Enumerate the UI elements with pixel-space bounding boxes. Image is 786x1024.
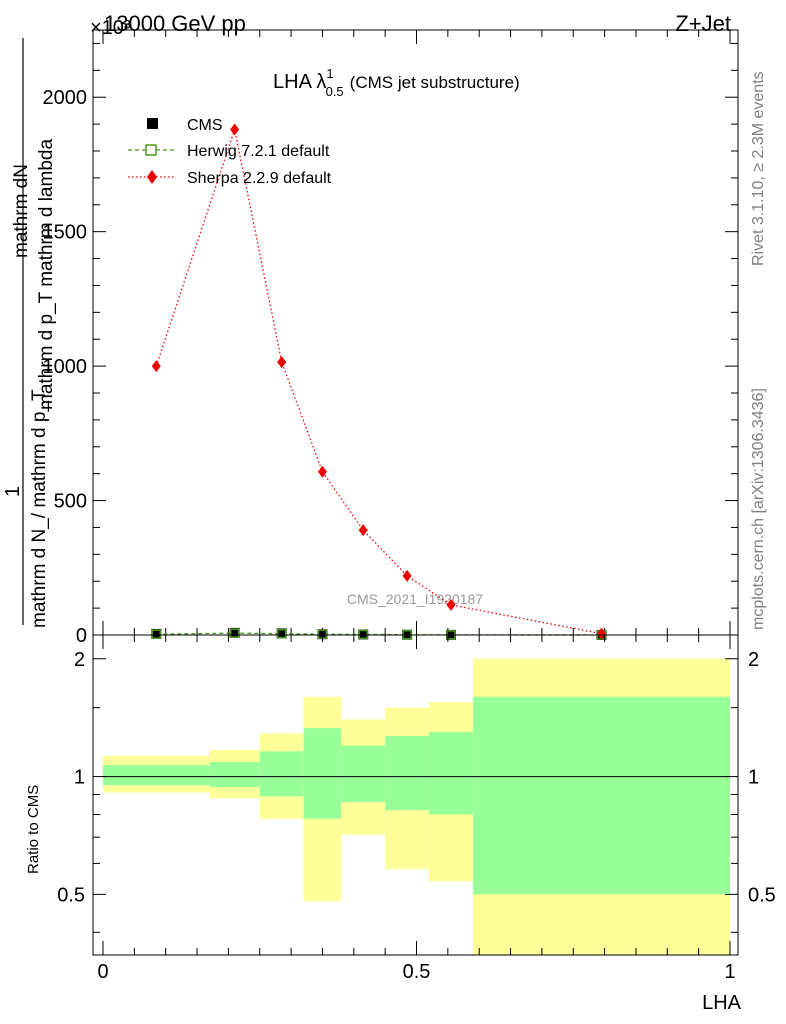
title-sub: 0.5 xyxy=(326,84,344,99)
sherpa-point xyxy=(446,598,456,611)
process-label: 13000 GeV pp xyxy=(104,11,246,36)
legend-marker-cms xyxy=(147,118,158,129)
ratio-y-tick-label: 2 xyxy=(74,649,85,671)
ylabel-numerator-2: mathrm d p_T mathrm d lambda xyxy=(36,139,57,410)
rivet-label: Rivet 3.1.10, ≥ 2.3M events xyxy=(750,71,767,266)
sherpa-point xyxy=(230,123,240,136)
sherpa-point xyxy=(277,356,287,369)
x-tick-label: 1 xyxy=(724,961,735,983)
ratio-y-tick-label-right: 0.5 xyxy=(748,884,776,906)
title-main: LHA λ xyxy=(273,71,326,93)
y-tick-label: 500 xyxy=(54,491,87,513)
main-y-axis: 0 500 1000 1500 2000 xyxy=(43,42,738,647)
inner-band xyxy=(385,735,430,811)
channel-label: Z+Jet xyxy=(675,11,731,36)
y-tick-label: 0 xyxy=(76,625,87,647)
sherpa-point xyxy=(402,569,412,582)
y-tick-label: 2000 xyxy=(43,87,88,109)
y-tick-label: 1500 xyxy=(43,222,88,244)
inner-band xyxy=(429,731,473,815)
inner-band xyxy=(209,761,260,788)
x-tick-label: 0.5 xyxy=(403,961,431,983)
legend-label-sherpa: Sherpa 2.2.9 default xyxy=(187,170,332,187)
sherpa-point xyxy=(596,627,606,640)
sherpa-line xyxy=(155,126,602,635)
legend-marker-sherpa xyxy=(147,170,157,184)
inner-band xyxy=(103,765,210,786)
x-tick-label: 0 xyxy=(97,961,108,983)
legend: CMS Herwig 7.2.1 default Sherpa 2.2.9 de… xyxy=(128,117,332,187)
legend-marker-herwig xyxy=(145,144,157,156)
inner-band xyxy=(303,728,342,819)
main-y-label: 1 mathrm dN mathrm d p_T mathrm d lambda… xyxy=(2,38,57,628)
ratio-y-tick-label-right: 2 xyxy=(748,649,759,671)
sherpa-point xyxy=(317,465,327,478)
cms-point xyxy=(229,627,240,638)
uncertainty-bands xyxy=(103,658,730,955)
cms-point xyxy=(276,628,287,639)
main-x-ticks xyxy=(102,30,731,635)
cms-point xyxy=(358,629,369,640)
herwig-point xyxy=(151,629,162,639)
ratio-panel: 0.5 0.5 1 1 2 2 0 0.5 1 Ratio to CMS LHA xyxy=(25,634,776,1014)
legend-label-herwig: Herwig 7.2.1 default xyxy=(187,143,330,160)
watermark: CMS_2021_I1920187 xyxy=(347,591,483,607)
main-panel: 0 500 1000 1500 2000 CMS_2021_I1920187 LHA λ… xyxy=(2,29,739,647)
ratio-y-tick-label-right: 1 xyxy=(748,767,759,789)
title-tail: (CMS jet substructure) xyxy=(350,73,520,92)
x-axis-label: LHA xyxy=(702,992,742,1014)
ylabel-denominator: mathrm d N_/ mathrm d p_T xyxy=(29,389,50,628)
series-layer xyxy=(151,123,607,640)
ylabel-top: 1 xyxy=(2,486,24,497)
sherpa-point xyxy=(151,360,161,373)
plot-title: LHA λ1 0.5 (CMS jet substructure) xyxy=(273,66,520,99)
legend-label-cms: CMS xyxy=(187,117,223,134)
ratio-y-tick-label: 0.5 xyxy=(57,884,85,906)
cms-point xyxy=(151,628,162,639)
ratio-axes: 0.5 0.5 1 1 2 2 0 0.5 1 xyxy=(57,635,776,983)
herwig-point xyxy=(358,629,368,640)
inner-band xyxy=(341,745,386,803)
ylabel-numerator: mathrm dN xyxy=(11,164,32,258)
inner-band xyxy=(259,751,304,797)
title-sup: 1 xyxy=(326,66,333,81)
inner-band xyxy=(472,696,730,895)
herwig-point xyxy=(276,628,287,639)
exponent-label: ×10³ xyxy=(90,17,131,39)
y-tick-label: 1000 xyxy=(43,356,88,378)
mcplots-label: mcplots.cern.ch [arXiv:1306.3436] xyxy=(750,388,767,630)
cms-point xyxy=(317,629,328,640)
ratio-frame xyxy=(92,634,739,956)
ratio-y-tick-label: 1 xyxy=(74,767,85,789)
sherpa-point xyxy=(358,524,368,537)
ratio-y-label: Ratio to CMS xyxy=(25,785,42,874)
herwig-point xyxy=(229,628,240,638)
